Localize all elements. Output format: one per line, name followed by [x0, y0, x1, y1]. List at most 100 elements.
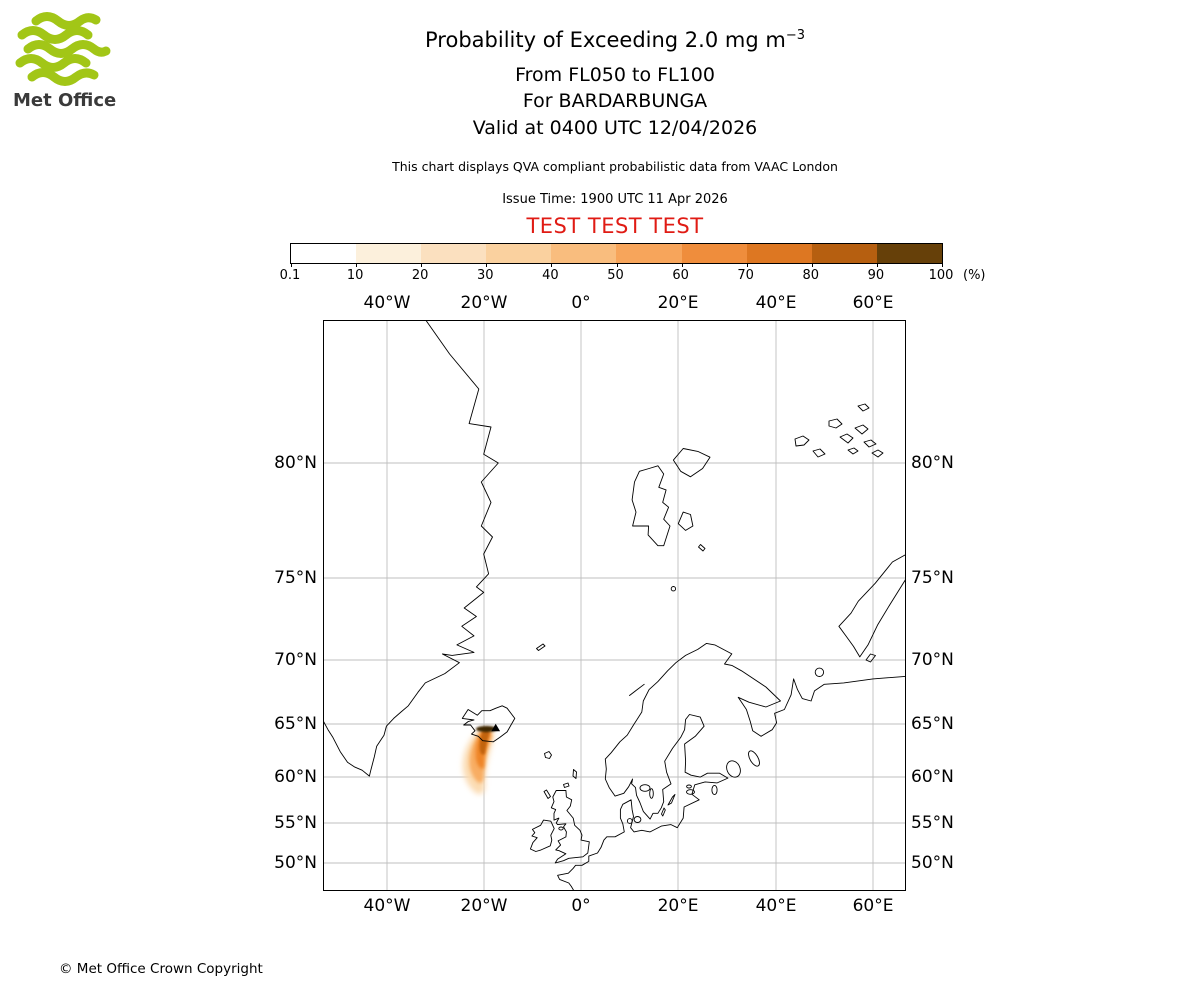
coast-iceland [461, 705, 516, 743]
lake-vattern [649, 788, 654, 799]
coast-edgeoya [677, 511, 694, 531]
subtitle-volcano: For BARDARBUNGA [522, 90, 708, 112]
coast-lofoten [629, 683, 645, 696]
latitude-label-left: 55°N [274, 813, 317, 833]
coast-vaygach [865, 653, 876, 663]
latitude-label-left: 50°N [274, 853, 317, 873]
coastlines [324, 321, 905, 890]
latitude-label-left: 80°N [274, 453, 317, 473]
coast-zealand [633, 816, 642, 823]
longitude-label-top: 20°W [460, 293, 508, 313]
coast-hiiumaa [686, 784, 692, 789]
graticule-grid [324, 321, 905, 890]
colorbar-segment [486, 244, 552, 263]
longitude-label-bottom: 40°E [755, 896, 797, 916]
lake-onega [748, 750, 760, 767]
coast-franz-josef-land [794, 403, 884, 458]
colorbar-tick-label: 80 [802, 268, 820, 283]
map-frame [323, 320, 906, 891]
colorbar-tick-label: 30 [477, 268, 494, 283]
coast-jan-mayen [536, 643, 546, 651]
latitude-label-left: 70°N [274, 650, 317, 670]
longitude-label-top: 60°E [852, 293, 894, 313]
colorbar-tick-mark [681, 263, 683, 267]
coast-saaremaa [686, 789, 695, 795]
coast-oland [661, 807, 666, 817]
title-text: Probability of Exceeding 2.0 mg m [425, 28, 786, 52]
latitude-label-right: 80°N [911, 453, 954, 473]
latitude-label-right: 75°N [911, 568, 954, 588]
colorbar-segment [616, 244, 682, 263]
latitude-label-left: 60°N [274, 767, 317, 787]
colorbar-tick-mark [421, 263, 423, 267]
colorbar-tick-mark [616, 263, 618, 267]
coast-greenland [324, 321, 499, 777]
logo-waves-icon [15, 12, 111, 86]
longitude-label-bottom: 0° [571, 896, 591, 916]
colorbar-unit-label: (%) [963, 268, 986, 283]
coast-funen [626, 818, 633, 824]
colorbar-segment [356, 244, 422, 263]
longitude-label-bottom: 20°W [460, 896, 508, 916]
subtitle-valid-time: Valid at 0400 UTC 12/04/2026 [472, 117, 758, 139]
latitude-label-right: 65°N [911, 714, 954, 734]
issue-time: Issue Time: 1900 UTC 11 Apr 2026 [502, 192, 728, 207]
colorbar-segment [876, 244, 942, 263]
latitude-label-left: 65°N [274, 714, 317, 734]
colorbar-tick-label: 100 [928, 268, 954, 283]
colorbar-tick-mark [356, 263, 358, 267]
latitude-label-right: 70°N [911, 650, 954, 670]
coast-mainland [557, 642, 905, 890]
ash-probability-plume [462, 725, 497, 795]
subtitle-flight-levels: From FL050 to FL100 [515, 64, 715, 86]
latitude-label-right: 50°N [911, 853, 954, 873]
colorbar-tick-mark [486, 263, 488, 267]
met-office-wordmark: Met Office [13, 90, 117, 111]
colorbar-tick-label: 50 [607, 268, 624, 283]
lake-vanern [639, 784, 651, 792]
colorbar-segment [421, 244, 487, 263]
map-canvas [324, 321, 905, 890]
longitude-label-top: 40°W [363, 293, 411, 313]
colorbar-segment [811, 244, 877, 263]
colorbar-tick-label: 60 [672, 268, 689, 283]
copyright-notice: © Met Office Crown Copyright [59, 961, 263, 977]
colorbar-segment [551, 244, 617, 263]
colorbar-tick-label: 20 [411, 268, 429, 283]
coast-novaya-zemlya [838, 554, 905, 658]
colorbar-tick-label: 70 [737, 268, 754, 283]
coast-nordaustlandet [672, 448, 711, 478]
colorbar-tick-mark [811, 263, 813, 267]
longitude-label-top: 20°E [657, 293, 699, 313]
colorbar-ticks: 0.1 10 20 30 40 50 60 70 80 90 100 [280, 268, 990, 286]
longitude-label-bottom: 60°E [852, 896, 894, 916]
volcano-marker-icon [491, 723, 501, 732]
latitude-label-right: 55°N [911, 813, 954, 833]
colorbar-tick-label: 40 [542, 268, 559, 283]
probability-colorbar [290, 243, 943, 267]
colorbar-tick-mark [551, 263, 553, 267]
latitude-label-left: 75°N [274, 568, 317, 588]
coast-bear-island [670, 586, 677, 592]
met-office-logo [15, 12, 111, 86]
coast-gotland [667, 794, 676, 806]
colorbar-segment [291, 244, 357, 263]
coast-great-britain [550, 790, 590, 864]
coast-kolguev [814, 667, 825, 677]
coast-orkney [563, 782, 570, 788]
test-banner: TEST TEST TEST [526, 214, 704, 238]
lake-peipus [711, 784, 718, 796]
colorbar-tick-mark [746, 263, 748, 267]
coast-faroes [544, 751, 552, 759]
longitude-label-top: 40°E [755, 293, 797, 313]
longitude-label-top: 0° [571, 293, 591, 313]
colorbar-tick-mark [291, 263, 292, 267]
coast-hopen [698, 544, 706, 552]
colorbar-tick-label: 10 [346, 268, 364, 283]
page-title: Probability of Exceeding 2.0 mg m−3 [30, 28, 1200, 52]
coast-hebrides [543, 789, 551, 799]
title-superscript: −3 [785, 28, 805, 43]
colorbar-segment [746, 244, 812, 263]
coast-isle-of-man [558, 826, 564, 831]
lake-ladoga [726, 760, 741, 778]
